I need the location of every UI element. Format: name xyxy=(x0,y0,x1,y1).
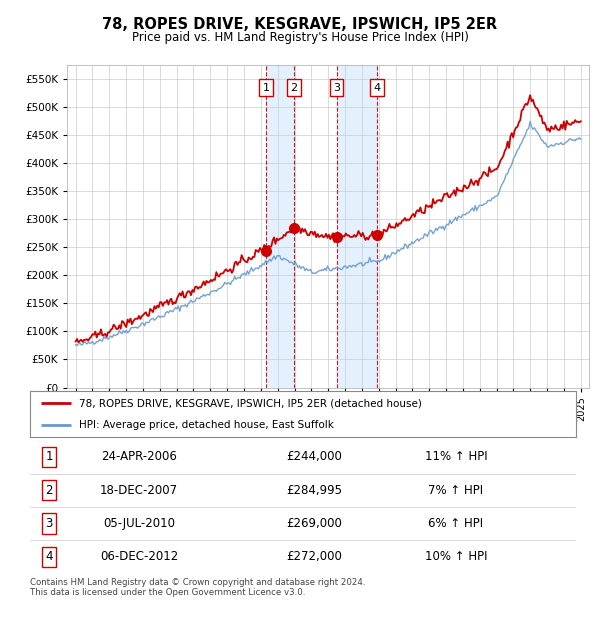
Text: HPI: Average price, detached house, East Suffolk: HPI: Average price, detached house, East… xyxy=(79,420,334,430)
Text: 18-DEC-2007: 18-DEC-2007 xyxy=(100,484,178,497)
Text: 3: 3 xyxy=(333,82,340,92)
Text: Contains HM Land Registry data © Crown copyright and database right 2024.
This d: Contains HM Land Registry data © Crown c… xyxy=(30,578,365,597)
Text: 05-JUL-2010: 05-JUL-2010 xyxy=(103,517,175,530)
Bar xyxy=(337,65,377,388)
Text: Price paid vs. HM Land Registry's House Price Index (HPI): Price paid vs. HM Land Registry's House … xyxy=(131,31,469,44)
Text: 4: 4 xyxy=(46,551,53,564)
Text: £244,000: £244,000 xyxy=(286,450,342,463)
Text: £284,995: £284,995 xyxy=(286,484,342,497)
Bar xyxy=(266,65,294,388)
Text: 2: 2 xyxy=(46,484,53,497)
Text: 6% ↑ HPI: 6% ↑ HPI xyxy=(428,517,484,530)
Text: 06-DEC-2012: 06-DEC-2012 xyxy=(100,551,178,564)
Text: 2: 2 xyxy=(290,82,298,92)
Text: 1: 1 xyxy=(263,82,269,92)
Text: 4: 4 xyxy=(374,82,381,92)
Text: 78, ROPES DRIVE, KESGRAVE, IPSWICH, IP5 2ER: 78, ROPES DRIVE, KESGRAVE, IPSWICH, IP5 … xyxy=(103,17,497,32)
Text: 11% ↑ HPI: 11% ↑ HPI xyxy=(425,450,487,463)
Text: £269,000: £269,000 xyxy=(286,517,342,530)
Text: 3: 3 xyxy=(46,517,53,530)
Text: 78, ROPES DRIVE, KESGRAVE, IPSWICH, IP5 2ER (detached house): 78, ROPES DRIVE, KESGRAVE, IPSWICH, IP5 … xyxy=(79,398,422,408)
Text: £272,000: £272,000 xyxy=(286,551,342,564)
Text: 1: 1 xyxy=(46,450,53,463)
Text: 24-APR-2006: 24-APR-2006 xyxy=(101,450,177,463)
Text: 10% ↑ HPI: 10% ↑ HPI xyxy=(425,551,487,564)
Text: 7% ↑ HPI: 7% ↑ HPI xyxy=(428,484,484,497)
